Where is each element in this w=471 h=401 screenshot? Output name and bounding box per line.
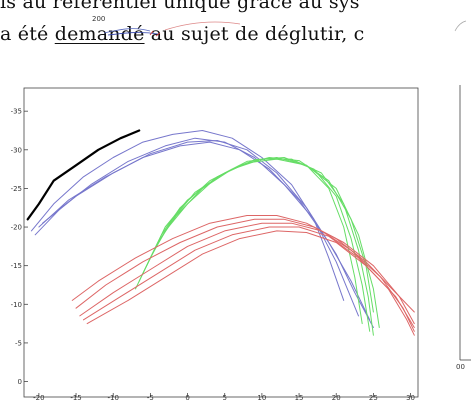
- x-tick-label: 5: [222, 394, 226, 401]
- y-tick-label: -25: [11, 185, 22, 193]
- body-text-line-1: is au référentiel unique grâce au sys: [0, 0, 360, 13]
- x-tick-label: -15: [70, 394, 81, 401]
- underlined-word: demandé: [54, 23, 145, 45]
- body-text-line-2-start: a été: [0, 23, 55, 45]
- fragment-tick-label: 200: [92, 15, 105, 23]
- y-tick-label: -35: [11, 108, 22, 116]
- series-line-9: [149, 158, 380, 328]
- body-text-line-2-end: au sujet de déglutir, c: [144, 23, 365, 45]
- x-tick-label: 20: [332, 394, 341, 401]
- series-line-8: [146, 157, 374, 313]
- x-tick-label: -20: [33, 394, 44, 401]
- series-line-12: [79, 222, 415, 332]
- series-line-0: [26, 129, 141, 221]
- series-line-14: [86, 230, 415, 328]
- x-tick-label: 30: [406, 394, 415, 401]
- overlap-fragment: 200: [92, 15, 467, 37]
- x-axis: -20 -15 -10 -5 0 5 10 15 20 25 30: [33, 393, 415, 401]
- x-tick-label: 0: [185, 394, 189, 401]
- x-tick-label: -5: [147, 394, 154, 401]
- x-tick-label: 10: [257, 394, 266, 401]
- y-tick-label: -20: [11, 224, 22, 232]
- series-line-4: [42, 140, 374, 328]
- y-tick-label: 0: [18, 378, 22, 386]
- series-line-13: [83, 226, 415, 336]
- x-tick-label: -10: [107, 394, 118, 401]
- x-tick-label: 15: [295, 394, 304, 401]
- right-figure-fragment: 00: [456, 85, 471, 371]
- series-lines: [26, 129, 415, 336]
- series-line-11: [75, 218, 415, 325]
- y-axis: 0 -5 -10 -15 -20 -25 -30 -35: [11, 108, 28, 386]
- right-fragment-tick: 00: [456, 363, 465, 371]
- y-tick-label: -30: [11, 146, 22, 154]
- y-tick-label: -10: [11, 301, 22, 309]
- series-line-10: [71, 215, 415, 313]
- y-tick-label: -15: [11, 262, 22, 270]
- plot-area: 0 -5 -10 -15 -20 -25 -30 -35 -20 -15 -10 -5 0 5 10 15 2…: [11, 87, 419, 401]
- body-text-line-2: a été demandé au sujet de déglutir, c: [0, 23, 365, 45]
- x-tick-label: 25: [369, 394, 378, 401]
- y-tick-label: -5: [15, 339, 22, 347]
